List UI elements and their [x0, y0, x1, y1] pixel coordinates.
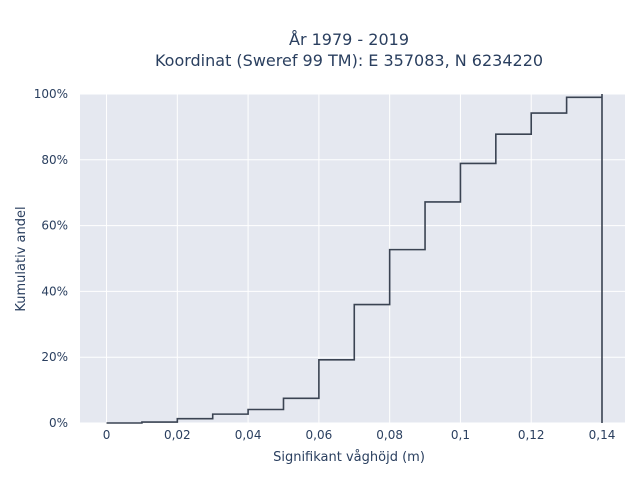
x-axis-label: Signifikant våghöjd (m) — [273, 450, 425, 465]
x-tick-label: 0,04 — [235, 428, 262, 442]
chart-title-line-1: År 1979 - 2019 — [289, 30, 409, 49]
x-tick-label: 0,1 — [451, 428, 470, 442]
y-tick-label: 40% — [41, 284, 68, 298]
x-tick-label: 0 — [103, 428, 111, 442]
x-tick-label: 0,14 — [589, 428, 616, 442]
y-axis-ticks: 0% 20% 40% 60% 80% 100% — [34, 87, 68, 430]
y-axis-label: Kumulativ andel — [14, 206, 29, 311]
y-tick-label: 100% — [34, 87, 68, 101]
plot-area — [80, 94, 625, 423]
y-gridlines — [80, 93, 625, 424]
x-tick-label: 0,06 — [306, 428, 333, 442]
y-tick-label: 80% — [41, 153, 68, 167]
cumulative-step-line — [106, 94, 603, 424]
y-tick-label: 20% — [41, 350, 68, 364]
y-tick-label: 0% — [49, 416, 68, 430]
x-tick-label: 0,12 — [518, 428, 545, 442]
y-tick-label: 60% — [41, 219, 68, 233]
chart-title-line-2: Koordinat (Sweref 99 TM): E 357083, N 62… — [155, 51, 543, 70]
x-axis-ticks: 0 0,02 0,04 0,06 0,08 0,1 0,12 0,14 — [103, 428, 616, 442]
x-tick-label: 0,02 — [164, 428, 191, 442]
x-tick-label: 0,08 — [376, 428, 403, 442]
